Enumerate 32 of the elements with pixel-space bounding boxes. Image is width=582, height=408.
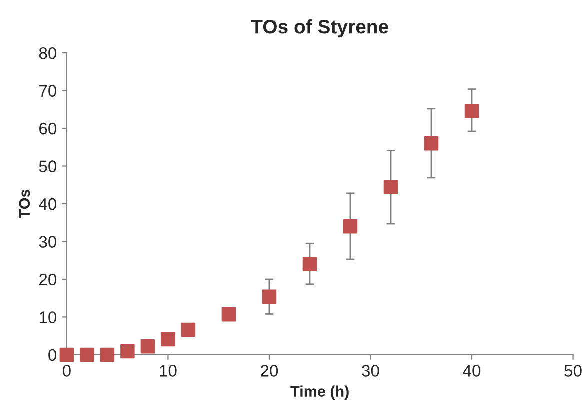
x-axis-title: Time (h) <box>290 386 349 400</box>
x-tick-label: 30 <box>362 365 380 377</box>
x-tick-label: 40 <box>463 365 481 377</box>
x-tick-label: 10 <box>160 365 177 377</box>
point <box>120 344 135 359</box>
y-tick-label: 50 <box>39 160 57 172</box>
y-tick-label: 70 <box>40 85 57 97</box>
y-tick-label: 40 <box>39 198 57 210</box>
point <box>181 322 196 338</box>
y-tick-label: 30 <box>39 236 57 248</box>
y-tick-label: 60 <box>40 122 57 135</box>
x-tick-label: 20 <box>261 365 278 377</box>
point <box>302 257 318 272</box>
point <box>343 220 358 234</box>
y-tick-label: 20 <box>40 274 57 286</box>
point <box>222 307 236 322</box>
x-tick-label: 0 <box>62 365 71 377</box>
point <box>60 348 74 362</box>
point <box>262 290 277 304</box>
x-tick-label: 50 <box>564 365 582 377</box>
point <box>80 348 94 362</box>
y-tick-label: 0 <box>48 349 57 362</box>
y-axis-title: TOs <box>19 190 30 219</box>
point <box>424 136 439 151</box>
point <box>464 104 480 118</box>
point <box>140 340 156 354</box>
point <box>161 332 176 347</box>
y-tick-label: 10 <box>40 312 57 324</box>
chart-title: TOs of Styrene <box>251 20 388 38</box>
y-tick-label: 80 <box>39 47 57 60</box>
point <box>384 180 398 195</box>
point <box>100 348 115 362</box>
